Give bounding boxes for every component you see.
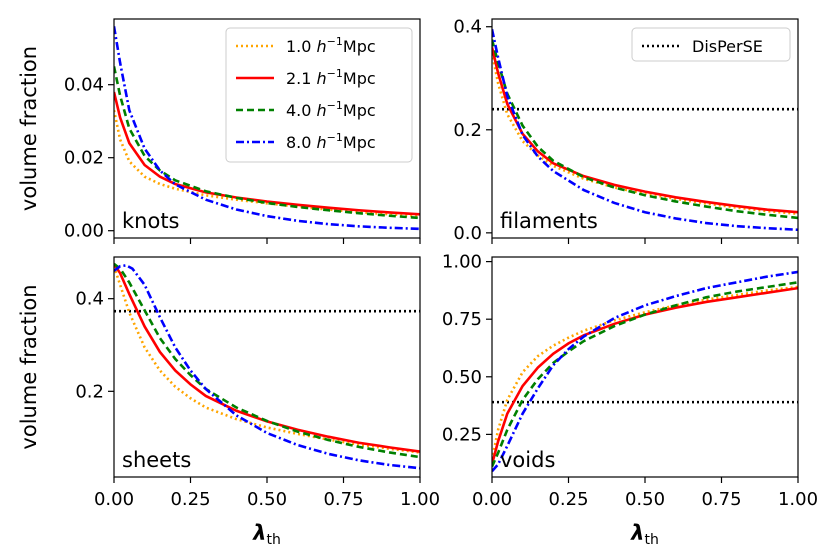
legend: 1.0 h−1Mpc 2.1 h−1Mpc 4.0 h−1Mpc 8.0 h−1Mpc xyxy=(225,27,413,163)
y-tick-label: 0.02 xyxy=(64,148,104,169)
x-tick-label: 0.50 xyxy=(247,489,287,510)
series-line-filaments-1 xyxy=(492,52,798,216)
series-line-voids-1 xyxy=(492,285,798,460)
y-axis-label: volume fraction xyxy=(17,284,41,449)
panel-label: sheets xyxy=(122,448,191,472)
y-tick-label: 0.25 xyxy=(442,424,482,445)
y-tick-label: 0.75 xyxy=(442,309,482,330)
panel-label: voids xyxy=(500,448,555,472)
x-tick-label: 0.25 xyxy=(548,489,588,510)
series-line-voids-4 xyxy=(492,270,798,473)
series-line-knots-2 xyxy=(114,66,420,220)
series-line-sheets-2 xyxy=(114,263,420,453)
legend-entry: 8.0 h−1Mpc xyxy=(286,131,376,152)
x-tick-label: 1.00 xyxy=(778,489,818,510)
legend: DisPerSE xyxy=(631,27,791,62)
x-axis-label: λth xyxy=(630,521,659,548)
y-axis-label: volume fraction xyxy=(17,46,41,211)
y-tick-label: 0.0 xyxy=(453,223,482,244)
series-line-sheets-3 xyxy=(114,262,420,459)
panel-sheets: 0.00 0.25 0.50 0.75 1.00 0.2 0.4 sheets volume f… xyxy=(17,256,440,548)
y-tick-label: 0.04 xyxy=(64,75,104,96)
series-line-sheets-4 xyxy=(114,263,420,470)
y-tick-label: 0.4 xyxy=(75,289,104,310)
series-line-voids-3 xyxy=(492,281,798,468)
series-line-knots-3 xyxy=(114,26,420,231)
legend-entry: 4.0 h−1Mpc xyxy=(286,99,376,120)
panel-filaments: 0.0 0.2 0.4 filaments DisPerSE xyxy=(453,17,799,244)
y-tick-label: 0.50 xyxy=(442,367,482,388)
series-line-filaments-3 xyxy=(492,39,798,220)
y-tick-label: 0.2 xyxy=(75,381,104,402)
series-line-filaments-4 xyxy=(492,29,798,232)
x-tick-label: 1.00 xyxy=(400,489,440,510)
x-tick-label: 0.25 xyxy=(170,489,210,510)
series-line-filaments-2 xyxy=(492,47,798,214)
y-tick-label: 0.4 xyxy=(453,17,482,38)
series-line-sheets-1 xyxy=(114,265,420,454)
x-tick-label: 0.75 xyxy=(701,489,741,510)
x-tick-label: 0.00 xyxy=(94,489,134,510)
x-tick-label: 0.00 xyxy=(472,489,512,510)
x-tick-label: 0.75 xyxy=(323,489,363,510)
panel-voids: 0.00 0.25 0.50 0.75 1.00 0.25 0.50 0.75 1.00 void… xyxy=(442,252,818,548)
legend-entry: 1.0 h−1Mpc xyxy=(286,35,376,56)
y-tick-label: 0.00 xyxy=(64,221,104,242)
legend-box xyxy=(225,27,413,163)
y-tick-label: 0.2 xyxy=(453,120,482,141)
legend-entry: DisPerSE xyxy=(692,37,763,56)
panel-label: filaments xyxy=(500,209,598,233)
y-tick-label: 1.00 xyxy=(442,252,482,273)
legend-box xyxy=(631,27,791,62)
x-tick-label: 0.50 xyxy=(625,489,665,510)
legend-entry: 2.1 h−1Mpc xyxy=(286,67,376,88)
x-axis-label: λth xyxy=(252,521,281,548)
panel-knots: 0.00 0.02 0.04 knots volume fraction 1.0 h−1M… xyxy=(17,18,421,244)
panel-label: knots xyxy=(122,209,180,233)
